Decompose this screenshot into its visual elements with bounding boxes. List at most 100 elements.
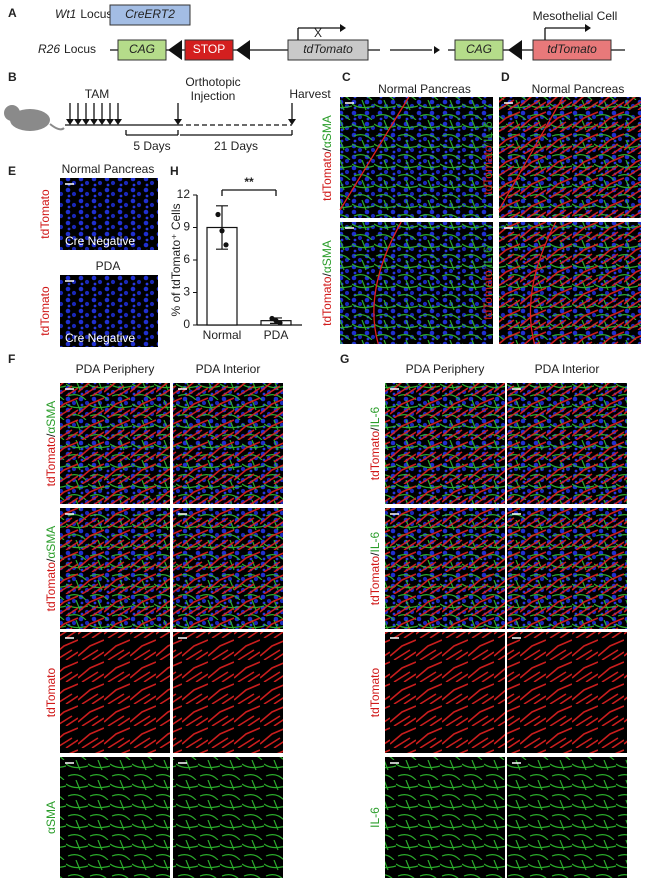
locus-label-part: Locus bbox=[64, 42, 96, 56]
row-label-part: / bbox=[368, 427, 382, 431]
data-point bbox=[269, 315, 275, 322]
lox-triangle bbox=[168, 40, 182, 60]
row-label: IL-6 bbox=[368, 807, 382, 828]
row-label: tdTomato/IL-6 bbox=[481, 246, 495, 320]
arrow-head bbox=[585, 24, 591, 32]
arrow-head bbox=[82, 119, 90, 125]
red-layer bbox=[385, 383, 505, 504]
arrow-head bbox=[90, 119, 98, 125]
harvest-text: Harvest bbox=[289, 87, 331, 101]
arrow-head bbox=[434, 46, 440, 54]
row-label-part: tdTomato bbox=[481, 145, 495, 195]
row-label-part: / bbox=[481, 266, 495, 270]
row-label: tdTomato/αSMA bbox=[44, 526, 58, 612]
y-tick-label: 6 bbox=[183, 252, 190, 266]
mouse bbox=[10, 109, 50, 131]
data-point bbox=[219, 228, 225, 234]
mouse-tail bbox=[49, 123, 65, 131]
red-layer bbox=[173, 383, 283, 504]
overlay-text: Cre Negative bbox=[65, 331, 135, 345]
y-tick-label: 9 bbox=[183, 220, 190, 234]
row-label-part: / bbox=[368, 552, 382, 556]
row-label-part: αSMA bbox=[320, 240, 334, 273]
element-box bbox=[184, 39, 234, 61]
locus-label: R26 Locus bbox=[38, 42, 96, 56]
column-title: PDA Interior bbox=[196, 362, 261, 376]
row-label-part: αSMA bbox=[320, 115, 334, 148]
element-box bbox=[454, 39, 504, 61]
blocked-mark: X bbox=[314, 26, 322, 40]
arrow-head bbox=[66, 119, 74, 125]
locus-label: Wt1 Locus bbox=[55, 7, 112, 21]
red-layer bbox=[507, 508, 627, 629]
column-title: PDA Periphery bbox=[76, 362, 155, 376]
boundary bbox=[373, 221, 402, 345]
row-label-part: tdTomato bbox=[481, 270, 495, 320]
data-point bbox=[215, 211, 221, 218]
locus-label-part: Locus bbox=[80, 7, 112, 21]
element-box bbox=[287, 39, 369, 61]
panel-label: D bbox=[501, 70, 510, 84]
panel-label: G bbox=[340, 352, 349, 366]
interval-text: 21 Days bbox=[214, 139, 258, 153]
overlay-text: Cre Negative bbox=[65, 234, 135, 248]
interval-text: 5 Days bbox=[133, 139, 170, 153]
arrow-head bbox=[340, 24, 346, 32]
row-label-part: tdTomato bbox=[44, 667, 58, 717]
red-layer bbox=[385, 508, 505, 629]
row-label: tdTomato/αSMA bbox=[44, 401, 58, 487]
injection-text: Orthotopic bbox=[185, 75, 240, 89]
row-label-part: IL-6 bbox=[481, 246, 495, 267]
element-box bbox=[117, 39, 167, 61]
row-label: tdTomato/IL-6 bbox=[368, 406, 382, 480]
y-tick-label: 3 bbox=[183, 285, 190, 299]
panel-title: Normal Pancreas bbox=[532, 82, 625, 96]
row-label-part: IL-6 bbox=[368, 807, 382, 828]
row-label: tdTomato bbox=[44, 667, 58, 717]
row-label: tdTomato bbox=[38, 286, 52, 336]
panel-label: A bbox=[8, 6, 17, 20]
x-tick-label: Normal bbox=[203, 328, 242, 342]
red-layer bbox=[173, 508, 283, 629]
row-label-part: IL-6 bbox=[368, 406, 382, 427]
row-label-part: αSMA bbox=[44, 801, 58, 834]
row-label-part: / bbox=[320, 147, 334, 151]
column-title: PDA Periphery bbox=[406, 362, 485, 376]
row-label-part: αSMA bbox=[44, 401, 58, 434]
red-layer bbox=[507, 383, 627, 504]
error-bar bbox=[216, 205, 228, 250]
element-text: STOP bbox=[193, 42, 225, 56]
element-text: CAG bbox=[129, 42, 155, 56]
row-label-part: tdTomato bbox=[44, 437, 58, 487]
significance: ** bbox=[244, 175, 254, 189]
mouse-head bbox=[4, 105, 20, 121]
row-label-part: tdTomato bbox=[320, 151, 334, 201]
green-layer bbox=[340, 97, 493, 218]
panel-title: PDA bbox=[96, 259, 121, 273]
lox-triangle bbox=[236, 40, 250, 60]
row-label: αSMA bbox=[44, 801, 58, 834]
row-label-part: tdTomato bbox=[44, 562, 58, 612]
tam-text: TAM bbox=[85, 87, 109, 101]
nuclei-layer bbox=[60, 275, 158, 347]
locus-label-part: R26 bbox=[38, 42, 60, 56]
arrow-head bbox=[74, 119, 82, 125]
element-text: CAG bbox=[466, 42, 492, 56]
boundary bbox=[529, 221, 557, 345]
panel-label: E bbox=[8, 164, 16, 178]
row-label-part: / bbox=[44, 433, 58, 437]
arrow-head bbox=[174, 119, 182, 125]
boundary bbox=[339, 96, 410, 211]
panel-title: Normal Pancreas bbox=[378, 82, 471, 96]
red-layer bbox=[499, 222, 641, 344]
red-layer bbox=[507, 632, 627, 753]
element-box bbox=[532, 39, 612, 61]
green-layer bbox=[60, 757, 170, 878]
row-label-part: / bbox=[481, 141, 495, 145]
green-layer bbox=[507, 757, 627, 878]
panel-label: C bbox=[342, 70, 351, 84]
row-label: tdTomato bbox=[38, 189, 52, 239]
red-layer bbox=[60, 632, 170, 753]
